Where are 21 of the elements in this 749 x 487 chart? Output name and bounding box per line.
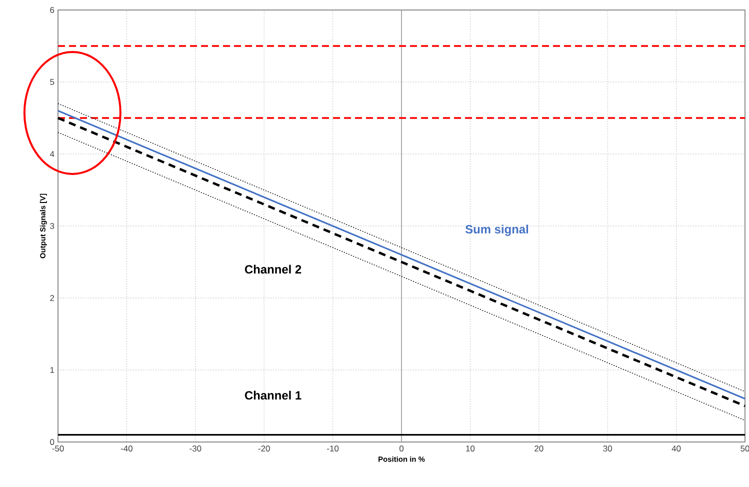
x-tick-label: 10 (466, 446, 475, 452)
x-tick-label: -50 (52, 446, 64, 452)
x-tick-label: 40 (672, 446, 681, 452)
x-tick-label: -40 (120, 446, 132, 452)
text: Sum signal (465, 224, 528, 236)
x-tick-label: 30 (603, 446, 612, 452)
x-tick-label: -10 (327, 446, 339, 452)
x-tick-label: -20 (258, 446, 270, 452)
y-tick-label: 6 (50, 7, 54, 13)
y-tick-label: 1 (50, 367, 54, 373)
x-tick-label: -30 (190, 446, 202, 452)
text: Channel 1 (244, 390, 302, 400)
x-tick-label: 20 (534, 446, 544, 452)
y-tick-label: 3 (50, 223, 54, 229)
x-tick-label: 0 (399, 446, 404, 452)
y-tick-label: 4 (50, 151, 54, 157)
x-tick-label: 50 (740, 446, 749, 452)
y-tick-label: 0 (50, 438, 54, 445)
annotation: Channel 2 (244, 264, 302, 274)
y-tick-label: 5 (50, 79, 54, 85)
y-tick-label: 2 (50, 295, 54, 301)
